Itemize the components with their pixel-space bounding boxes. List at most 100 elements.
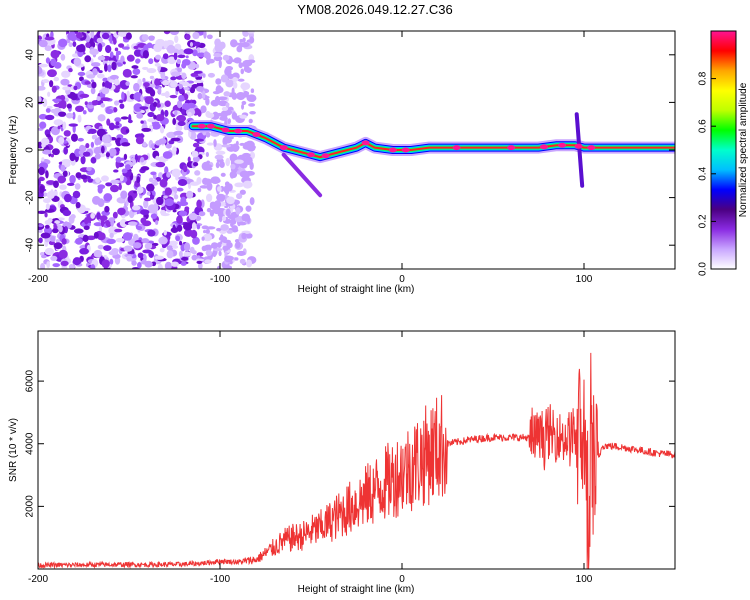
speckle (109, 74, 119, 80)
speckle (159, 247, 165, 253)
speckle (95, 177, 101, 184)
speckle (144, 260, 153, 268)
speckle (53, 190, 58, 196)
speckle (66, 182, 75, 187)
speckle (38, 179, 41, 186)
speckle (119, 218, 128, 228)
colorbar-tick-label: 0.6 (698, 119, 709, 133)
speckle (118, 123, 122, 128)
speckle (117, 31, 128, 38)
colorbar-tick-label: 0.2 (698, 214, 709, 228)
speckle (68, 42, 73, 48)
speckle (142, 66, 149, 70)
speckle (173, 194, 179, 200)
speckle (183, 242, 191, 252)
speckle (63, 193, 72, 203)
speckle (41, 137, 50, 146)
speckle (73, 57, 82, 67)
speckle (75, 237, 83, 245)
speckle (214, 154, 224, 160)
speckle (38, 224, 44, 228)
speckle (146, 191, 151, 196)
y-tick-label: 0 (25, 147, 36, 153)
speckle (189, 86, 196, 94)
amplitude-peak (279, 145, 288, 151)
speckle (205, 228, 210, 235)
speckle (181, 58, 191, 66)
speckle (192, 142, 200, 148)
speckle (163, 195, 168, 199)
speckle (248, 118, 253, 124)
speckle (97, 43, 103, 52)
speckle (80, 155, 86, 165)
speckle (63, 146, 69, 155)
speckle (143, 82, 150, 88)
speckle (213, 53, 222, 58)
speckle (246, 144, 256, 152)
speckle (45, 57, 50, 64)
speckle (44, 208, 55, 213)
speckle (38, 166, 45, 176)
speckle (222, 215, 227, 222)
speckle (213, 205, 220, 210)
speckle (206, 226, 216, 230)
speckle (38, 229, 43, 233)
speckle (234, 182, 245, 188)
speckle (113, 78, 120, 86)
speckle (227, 118, 232, 125)
colorbar: 0.0 0.2 0.4 0.6 0.8 Normalized spectral ampl… (698, 30, 749, 276)
amplitude-peak (587, 145, 596, 151)
speckle (153, 43, 163, 53)
speckle (108, 217, 116, 223)
speckle (237, 78, 245, 82)
speckle (91, 100, 99, 106)
speckle (179, 240, 183, 246)
speckle (226, 229, 233, 234)
speckle (137, 261, 142, 269)
speckle (136, 176, 141, 184)
speckle (74, 148, 81, 158)
speckle (213, 139, 217, 148)
speckle (193, 107, 201, 116)
speckle (101, 31, 111, 35)
speckle (52, 148, 60, 156)
speckle (118, 43, 125, 48)
speckle (79, 93, 90, 98)
speckle (136, 112, 144, 119)
speckle (170, 80, 178, 88)
speckle (170, 191, 175, 196)
speckle (86, 74, 96, 79)
speckle (185, 55, 189, 59)
speckle (38, 210, 47, 214)
speckle (69, 174, 76, 184)
speckle (185, 33, 191, 41)
speckle (109, 34, 113, 44)
speckle (226, 196, 235, 205)
speckle (93, 146, 103, 155)
y-tick-label: 6000 (25, 370, 36, 393)
speckle (194, 138, 205, 142)
speckle (58, 177, 65, 184)
speckle (189, 41, 194, 47)
speckle (70, 133, 78, 142)
speckle (244, 156, 253, 166)
snr-y-axis-label: SNR (10 * v/v) (8, 418, 19, 482)
speckle (46, 133, 52, 138)
speckle (57, 125, 61, 130)
speckle (165, 143, 172, 149)
speckle (42, 198, 51, 204)
speckle (125, 199, 129, 207)
speckle (39, 121, 47, 129)
speckle (50, 126, 61, 136)
speckle (220, 172, 226, 177)
speckle (249, 110, 256, 115)
snr-panel: -200 -100 0 100 2000 4000 6000 Height of strai… (8, 330, 676, 595)
speckle (44, 212, 48, 218)
y-tick-label: -20 (25, 190, 36, 205)
speckle (40, 232, 51, 239)
speckle (148, 58, 154, 65)
speckle (183, 48, 194, 55)
speckle (126, 54, 135, 62)
speckle (38, 63, 48, 68)
